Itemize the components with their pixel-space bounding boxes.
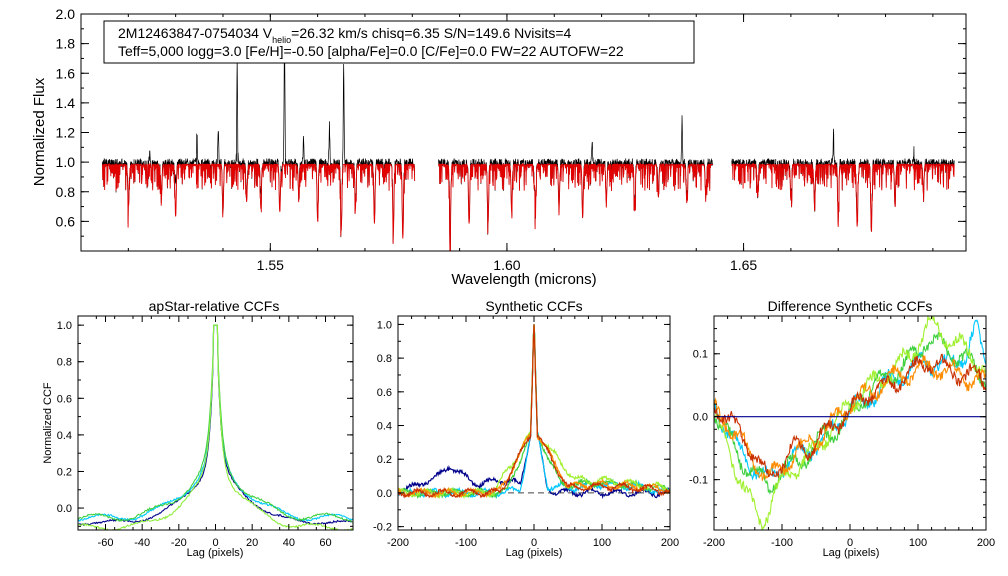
synthetic-ccf-xtick-label: 200	[661, 537, 679, 549]
model-spectrum-line	[438, 162, 714, 251]
info-vhelio-subscript: helio	[272, 35, 291, 45]
info-star-id: 2M12463847-0754034 V	[118, 25, 273, 41]
spectrum-ytick-label: 1.8	[56, 36, 76, 52]
synthetic-ccf-ytick-label: 0.4	[377, 420, 392, 432]
difference-ccf-line-visit-5	[714, 353, 986, 479]
spectrum-ytick-label: 1.2	[56, 125, 76, 141]
info-line-2: Teff=5,000 logg=3.0 [Fe/H]=-0.50 [alpha/…	[118, 43, 624, 59]
apstar-ccf-ylabel: Normalized CCF	[42, 382, 54, 464]
synthetic-ccf-xlabel: Lag (pixels)	[506, 547, 563, 559]
synthetic-ccf-ytick-label: 0.2	[377, 454, 392, 466]
info-stats: =26.32 km/s chisq=6.35 S/N=149.6 Nvisits…	[291, 25, 571, 41]
model-spectrum-line	[101, 162, 416, 244]
difference-ccf-line-visit-2	[714, 331, 986, 495]
apstar-ccf-ytick-label: 0.4	[57, 430, 72, 442]
spectrum-panel: 1.55 1.60 1.65 0.6 0.8 1.0 1.2 1.4 1.6 1.8 2.0 Wav…	[31, 6, 967, 288]
apstar-ccf-xtick-label: 0	[212, 537, 218, 549]
apstar-ccf-line-visit-3	[78, 324, 353, 530]
difference-ccf-xtick-label: 100	[909, 537, 927, 549]
apstar-ccf-xtick-label: -20	[171, 537, 187, 549]
spectrum-data	[101, 32, 955, 251]
difference-ccf-xtick-label: -200	[703, 537, 725, 549]
difference-ccf-xtick-label: -100	[771, 537, 793, 549]
synthetic-ccf-ytick-label: 0.6	[377, 387, 392, 399]
synthetic-ccf-ytick-label: 1.0	[377, 319, 392, 331]
apstar-ccf-data	[78, 324, 353, 530]
apstar-ccf-title: apStar-relative CCFs	[149, 298, 280, 314]
difference-ccf-ytick-label: -0.1	[689, 475, 708, 487]
spectrum-ylabel: Normalized Flux	[31, 77, 48, 186]
apstar-ccf-xlabel: Lag (pixels)	[187, 547, 244, 559]
synthetic-ccf-ytick-label: -0.2	[373, 522, 392, 534]
difference-ccf-ytick-label: 0.1	[693, 349, 708, 361]
difference-ccf-data	[714, 316, 986, 530]
synthetic-ccf-xtick-label: -200	[387, 537, 409, 549]
synthetic-ccf-ytick-label: 0.8	[377, 353, 392, 365]
spectrum-ytick-label: 2.0	[56, 6, 76, 22]
spectrum-xtick-label: 1.65	[730, 257, 757, 273]
apstar-ccf-panel: apStar-relative CCFs -60 -40 -20 0 20 40 60 0.0…	[42, 298, 354, 559]
difference-ccf-ytick-label: 0.0	[693, 412, 708, 424]
synthetic-ccf-panel: Synthetic CCFs -200 -100 0 100 200 -0.2 0.0 0.2…	[373, 298, 679, 559]
synthetic-ccf-ticks: -200 -100 0 100 200 -0.2 0.0 0.2 0.4 0.6 0.8 1.0	[373, 316, 679, 549]
apstar-ccf-ticks: -60 -40 -20 0 20 40 60 0.0 0.2 0.4 0.6 0.8 1.0	[57, 316, 354, 549]
difference-ccf-xtick-label: 0	[847, 537, 853, 549]
synthetic-ccf-data	[398, 324, 670, 500]
apstar-ccf-ytick-label: 0.2	[57, 466, 72, 478]
synthetic-ccf-ytick-label: 0.0	[377, 488, 392, 500]
spectrum-ticks: 1.55 1.60 1.65 0.6 0.8 1.0 1.2 1.4 1.6 1.8 2.0	[56, 6, 966, 273]
spectrum-ytick-label: 0.6	[56, 213, 76, 229]
synthetic-ccf-xtick-label: 100	[593, 537, 611, 549]
difference-ccf-line-visit-3	[714, 316, 986, 530]
apstar-ccf-xtick-label: -60	[98, 537, 114, 549]
synthetic-ccf-xtick-label: 0	[531, 537, 537, 549]
spectrum-ytick-label: 1.0	[56, 154, 76, 170]
apstar-ccf-xtick-label: 40	[283, 537, 295, 549]
spectrum-ytick-label: 1.4	[56, 95, 76, 111]
difference-ccf-title: Difference Synthetic CCFs	[768, 298, 933, 314]
spectrum-xtick-label: 1.55	[257, 257, 284, 273]
synthetic-ccf-line-visit-5	[398, 324, 670, 499]
info-line-1: 2M12463847-0754034 Vhelio=26.32 km/s chi…	[118, 25, 572, 45]
synthetic-ccf-title: Synthetic CCFs	[485, 298, 582, 314]
info-box	[103, 20, 695, 64]
spectrum-xlabel: Wavelength (microns)	[451, 271, 596, 288]
spectrum-ytick-label: 0.8	[56, 184, 76, 200]
model-spectrum-line	[731, 162, 955, 232]
apstar-ccf-ytick-label: 0.6	[57, 393, 72, 405]
difference-ccf-panel: Difference Synthetic CCFs -200 -100 0 100 20…	[689, 298, 995, 559]
difference-ccf-xlabel: Lag (pixels)	[823, 547, 880, 559]
apstar-ccf-ytick-label: 0.0	[57, 503, 72, 515]
spectrum-ytick-label: 1.6	[56, 65, 76, 81]
apstar-ccf-ytick-label: 0.8	[57, 357, 72, 369]
difference-ccf-ticks: -200 -100 0 100 200 -0.1 0.0 0.1	[689, 315, 995, 549]
apstar-ccf-xtick-label: 60	[319, 537, 331, 549]
spectrum-xtick-label: 1.60	[493, 257, 520, 273]
apstar-ccf-xtick-label: 20	[246, 537, 258, 549]
synthetic-ccf-xtick-label: -100	[455, 537, 477, 549]
apstar-ccf-xtick-label: -40	[134, 537, 150, 549]
difference-ccf-xtick-label: 200	[977, 537, 995, 549]
apstar-ccf-ytick-label: 1.0	[57, 320, 72, 332]
